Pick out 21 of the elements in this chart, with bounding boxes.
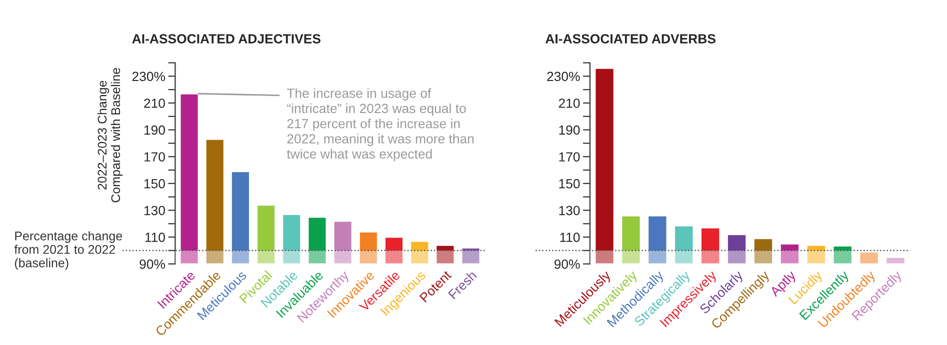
y-tick-label: 230% [547,72,580,82]
y-axis-title: 2022–2023 Change Compared with Baseline [97,68,123,202]
y-tick-label: 130 [559,206,580,216]
y-tick-label: 210 [144,98,165,108]
y-tick-label: 130 [144,206,165,216]
y-tick-label: 210 [558,98,580,108]
y-tick-label: 230% [132,72,166,82]
y-tick-label: 150 [559,179,580,188]
y-tick-label: 90% [140,259,166,269]
y-tick-label: 170 [559,152,580,162]
y-tick-label: 110 [560,232,580,242]
y-tick-label: 90% [554,259,580,269]
chart-title: AI-ASSOCIATED ADJECTIVES [132,34,320,44]
ref-line-label: Percentage change from 2021 to 2022 (baseline) [14,231,122,270]
y-tick-label: 190 [559,125,580,135]
y-tick-label: 150 [144,179,165,188]
y-tick-label: 110 [145,232,165,242]
y-tick-label: 170 [144,152,165,162]
annotation: The increase in usage of “intricate” in 2023 was equal to 217 percent of the increase in 2022, meaning it was more than twice what was expected [286,88,474,162]
chart-title: AI-ASSOCIATED ADVERBS [545,34,716,44]
y-tick-label: 190 [144,125,165,135]
